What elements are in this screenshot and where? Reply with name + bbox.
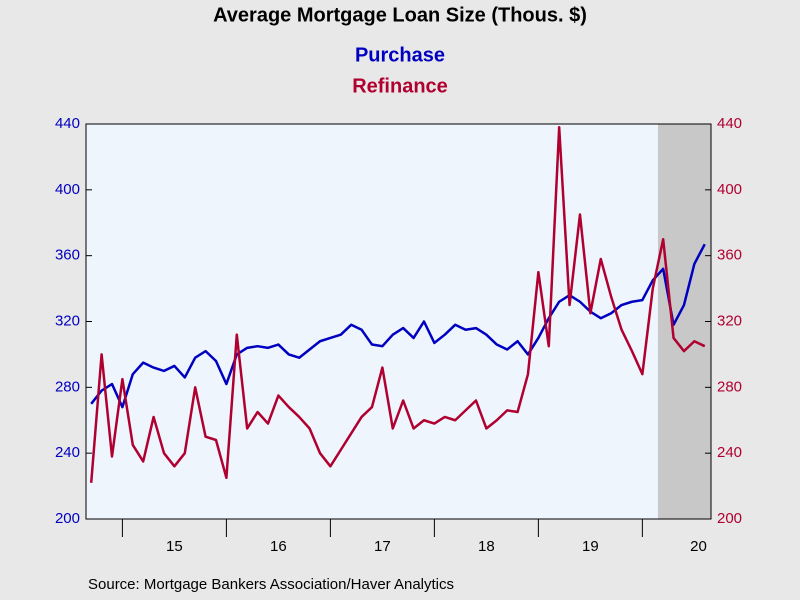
y2-tick-label: 200 [717,510,742,527]
x-tick-label: 20 [690,538,707,555]
series-line [90,243,706,409]
y-tick-label: 440 [55,115,80,132]
y-tick-label: 400 [55,181,80,198]
y2-tick-label: 440 [717,115,742,132]
plot-area [86,124,711,519]
shaded-range [657,124,711,519]
y-tick-label: 240 [55,444,80,461]
series-line [89,126,706,483]
x-tick-label: 19 [582,538,599,555]
y2-tick-label: 360 [717,247,742,264]
y2-tick-label: 400 [717,181,742,198]
legend-entry: Purchase [355,44,445,66]
chart-title: Average Mortgage Loan Size (Thous. $) [213,4,587,26]
y2-tick-label: 320 [717,312,742,329]
y-tick-label: 200 [55,510,80,527]
x-tick-label: 16 [270,538,287,555]
y2-tick-label: 280 [717,378,742,395]
source-note: Source: Mortgage Bankers Association/Hav… [88,576,454,593]
y-tick-label: 280 [55,378,80,395]
y-tick-label: 320 [55,312,80,329]
x-tick-label: 17 [374,538,391,555]
y-tick-label: 360 [55,247,80,264]
legend-entry: Refinance [352,75,448,97]
x-tick-label: 18 [478,538,495,555]
y2-tick-label: 240 [717,444,742,461]
x-tick-label: 15 [166,538,183,555]
